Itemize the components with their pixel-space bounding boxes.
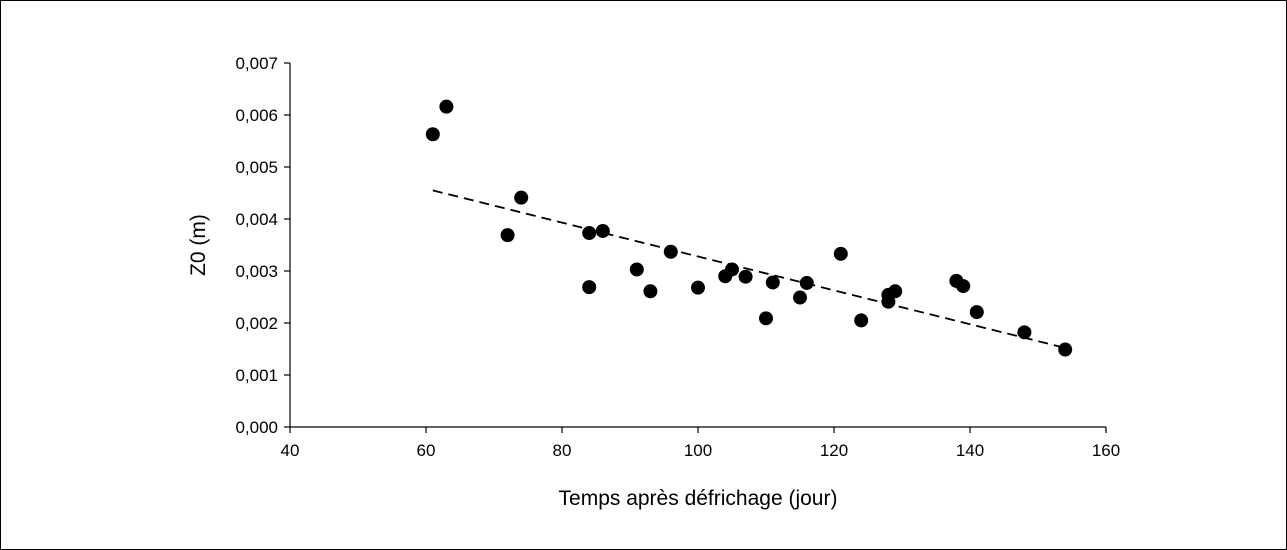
x-tick-label: 120 (820, 441, 848, 460)
data-point (1058, 342, 1073, 357)
data-point (643, 284, 658, 299)
y-tick-label: 0,007 (235, 54, 278, 73)
x-tick-label: 60 (417, 441, 436, 460)
y-tick-label: 0,002 (235, 314, 278, 333)
data-point (956, 279, 971, 294)
data-point (582, 280, 597, 295)
data-point (833, 246, 848, 261)
data-point (1017, 325, 1032, 340)
y-tick-label: 0,006 (235, 106, 278, 125)
data-point (765, 275, 780, 290)
data-point (799, 275, 814, 290)
y-tick-label: 0,004 (235, 210, 278, 229)
data-point (439, 99, 454, 114)
x-axis-ticks: 40 60 80 100 120 140 160 (281, 427, 1120, 460)
data-point (969, 305, 984, 320)
x-tick-label: 160 (1092, 441, 1120, 460)
x-tick-label: 40 (281, 441, 300, 460)
x-tick-label: 140 (956, 441, 984, 460)
data-point (725, 262, 739, 277)
data-point (582, 226, 597, 241)
y-tick-label: 0,005 (235, 158, 278, 177)
data-point (425, 127, 440, 142)
data-point (500, 228, 515, 243)
data-point (759, 311, 773, 326)
y-axis-ticks: 0,000 0,001 0,002 0,003 0,004 0,005 0,006 0,007 (235, 54, 290, 437)
data-point (854, 313, 869, 328)
data-point (793, 290, 807, 305)
data-point (629, 262, 644, 277)
x-tick-label: 80 (553, 441, 572, 460)
y-tick-label: 0,001 (235, 366, 278, 385)
data-point (691, 280, 705, 295)
y-axis-title: Z0 (m) (187, 214, 210, 276)
y-tick-label: 0,003 (235, 262, 278, 281)
y-tick-label: 0,000 (235, 418, 278, 437)
axes (289, 63, 1106, 428)
data-point (738, 269, 753, 284)
data-point (595, 223, 610, 238)
data-point (514, 190, 529, 205)
data-point (888, 284, 903, 299)
data-points (425, 99, 1073, 357)
trendline (432, 189, 1066, 349)
x-tick-label: 100 (684, 441, 712, 460)
x-axis-title: Temps après défrichage (jour) (559, 487, 838, 510)
data-point (663, 244, 678, 259)
trendline-group (432, 189, 1066, 349)
